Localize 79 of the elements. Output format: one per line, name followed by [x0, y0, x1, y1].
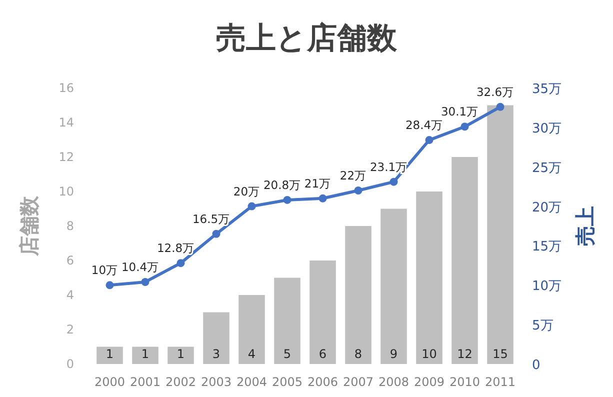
data-label: 1	[106, 347, 114, 361]
data-label: 10	[422, 347, 437, 361]
data-label: 20万	[233, 184, 260, 198]
point	[212, 230, 220, 238]
data-label: 5	[283, 347, 292, 361]
y-tick-label: 14	[58, 116, 74, 130]
y-tick-label: 8	[66, 219, 74, 233]
point	[390, 178, 398, 186]
y2-tick-label: 20万	[532, 200, 562, 216]
x-tick-label: 2006	[307, 375, 338, 389]
data-label: 22万	[340, 168, 367, 183]
bar	[452, 157, 478, 364]
x-tick-label: 2007	[342, 375, 374, 389]
data-label: 8	[354, 347, 362, 361]
x-tick-label: 2004	[236, 375, 268, 389]
point	[425, 136, 434, 144]
x-tick-label: 2008	[378, 375, 410, 389]
data-label: 15	[492, 347, 508, 361]
bar	[310, 260, 336, 364]
data-label: 21万	[304, 176, 332, 190]
x-tick-label: 2011	[484, 375, 516, 389]
x-tick-label: 2001	[130, 375, 161, 389]
data-label: 10.4万	[121, 260, 160, 274]
point	[248, 202, 256, 210]
x-tick-label: 2005	[272, 375, 303, 389]
data-label: 1	[176, 347, 185, 361]
bar	[203, 312, 230, 364]
point	[176, 259, 185, 268]
data-label: 12.8万	[156, 241, 195, 256]
bar	[132, 346, 158, 364]
data-label: 9	[390, 347, 398, 361]
data-label: 4	[248, 347, 256, 361]
bar	[487, 105, 514, 364]
y-tick-label: 2	[66, 322, 74, 336]
point	[283, 196, 292, 204]
bar	[380, 208, 407, 364]
bar	[96, 346, 123, 364]
point	[318, 194, 327, 202]
y2-axis-title: 売上	[573, 206, 597, 246]
x-tick-label: 2002	[165, 375, 196, 389]
x-tick-label: 2010	[449, 375, 480, 389]
bar	[274, 278, 300, 364]
y-tick-label: 16	[58, 81, 74, 95]
y2-tick-label: 5万	[532, 318, 554, 334]
y-tick-label: 6	[66, 254, 74, 268]
data-label: 1	[141, 347, 150, 361]
y2-tick-label: 0	[532, 358, 540, 373]
point	[354, 186, 362, 195]
y-tick-label: 12	[58, 150, 74, 164]
chart-title: 売上と店舗数	[216, 21, 398, 56]
y-tick-label: 4	[66, 288, 74, 302]
data-label: 3	[212, 347, 220, 361]
y2-tick-label: 15万	[532, 240, 562, 255]
bar	[168, 346, 194, 364]
x-tick-label: 2003	[200, 375, 232, 389]
y-tick-label: 10	[58, 184, 74, 198]
data-label: 12	[457, 347, 472, 361]
data-label: 10万	[91, 263, 118, 278]
point	[496, 102, 504, 111]
data-label: 6	[318, 347, 327, 361]
data-label: 32.6万	[476, 84, 514, 99]
point	[460, 122, 469, 131]
bar	[416, 192, 442, 364]
y2-tick-label: 25万	[532, 160, 562, 176]
x-tick-label: 2009	[414, 375, 445, 389]
data-label: 28.4万	[405, 118, 444, 132]
y2-tick-label: 35万	[532, 82, 562, 97]
y2-tick-label: 30万	[532, 121, 562, 136]
x-tick-label: 2000	[94, 375, 126, 389]
y-tick-label: 0	[66, 357, 74, 371]
data-label: 30.1万	[440, 104, 479, 119]
data-label: 20.8万	[263, 178, 302, 192]
y2-tick-label: 10万	[532, 279, 562, 294]
data-label: 16.5万	[192, 212, 230, 226]
point	[141, 278, 150, 286]
point	[106, 281, 114, 290]
bar	[238, 295, 265, 364]
y-axis-title: 店舗数	[17, 195, 41, 257]
bar	[345, 226, 372, 364]
